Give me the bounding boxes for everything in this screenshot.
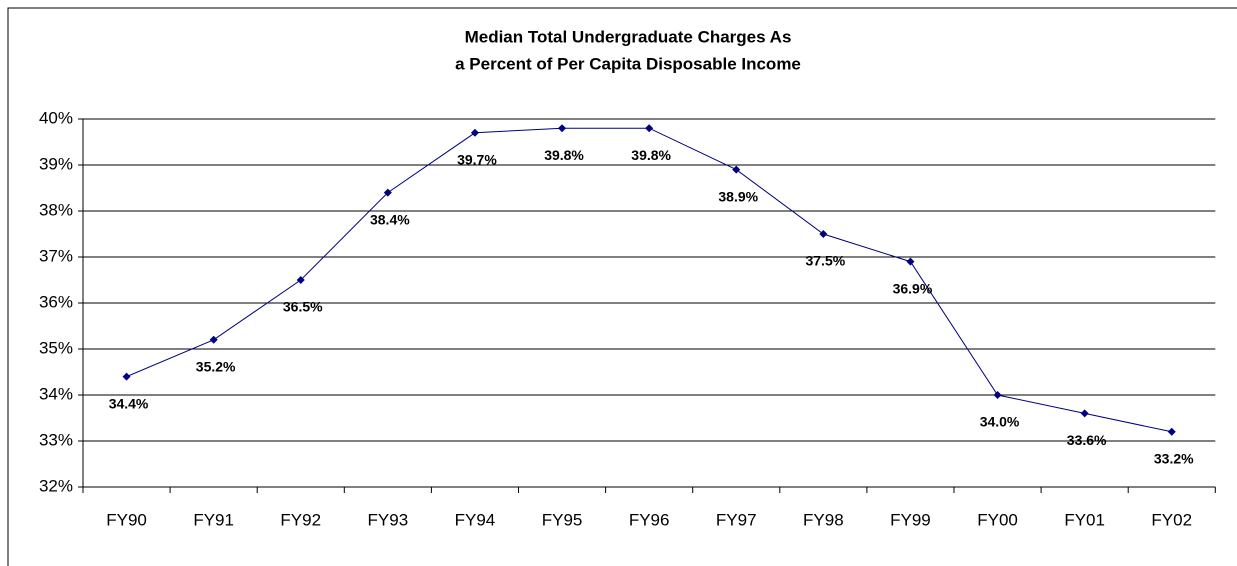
data-label: 34.4% — [109, 395, 149, 411]
y-tick-label: 40% — [39, 108, 73, 127]
chart-title: a Percent of Per Capita Disposable Incom… — [455, 54, 801, 73]
x-tick-label: FY93 — [368, 510, 409, 529]
y-tick-label: 37% — [39, 246, 73, 265]
x-tick-label: FY01 — [1064, 510, 1105, 529]
x-tick-label: FY97 — [716, 510, 757, 529]
data-label: 39.7% — [457, 152, 497, 168]
marker — [296, 276, 305, 284]
data-label: 38.9% — [718, 188, 758, 204]
data-label: 35.2% — [196, 359, 236, 375]
marker — [383, 188, 392, 197]
marker — [993, 391, 1002, 399]
x-tick-label: FY98 — [803, 510, 844, 529]
y-tick-label: 32% — [39, 476, 73, 495]
y-tick-label: 35% — [39, 338, 73, 357]
x-tick-label: FY99 — [890, 510, 931, 529]
marker — [558, 124, 567, 133]
chart-title: Median Total Undergraduate Charges As — [465, 27, 792, 46]
data-label: 38.4% — [370, 211, 410, 227]
x-tick-label: FY95 — [542, 510, 583, 529]
x-tick-label: FY96 — [629, 510, 670, 529]
y-tick-label: 36% — [39, 292, 73, 311]
data-label: 36.9% — [893, 280, 933, 296]
marker — [122, 372, 131, 381]
y-tick-label: 39% — [39, 154, 73, 173]
y-tick-label: 33% — [39, 430, 73, 449]
marker — [645, 124, 654, 133]
x-tick-label: FY94 — [455, 510, 496, 529]
chart-frame — [7, 7, 1237, 566]
x-tick-label: FY00 — [977, 510, 1018, 529]
y-tick-label: 38% — [39, 200, 73, 219]
y-tick-label: 34% — [39, 384, 73, 403]
marker — [470, 128, 479, 137]
marker — [732, 165, 741, 174]
data-label: 33.6% — [1067, 432, 1107, 448]
data-label: 37.5% — [805, 253, 845, 269]
x-tick-label: FY92 — [280, 510, 321, 529]
marker — [819, 230, 828, 238]
x-tick-label: FY90 — [106, 510, 147, 529]
x-tick-label: FY02 — [1151, 510, 1192, 529]
data-label: 39.8% — [631, 147, 671, 163]
data-label: 36.5% — [283, 299, 323, 315]
marker — [209, 335, 218, 344]
x-tick-label: FY91 — [193, 510, 234, 529]
data-label: 39.8% — [544, 147, 584, 163]
marker — [1080, 409, 1089, 418]
data-label: 34.0% — [980, 414, 1020, 430]
marker — [1167, 427, 1176, 436]
marker — [906, 257, 915, 266]
data-label: 33.2% — [1154, 451, 1194, 467]
